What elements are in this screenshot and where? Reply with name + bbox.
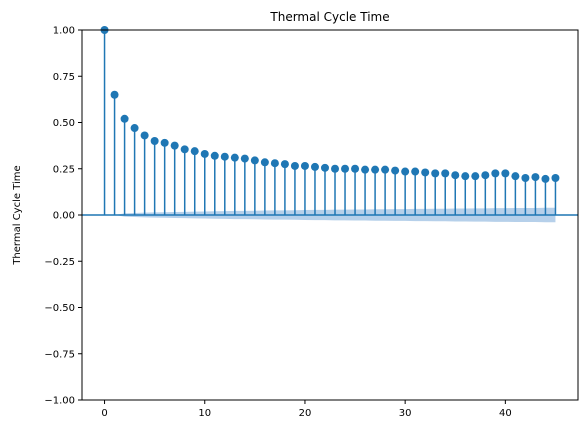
stem-marker (521, 174, 530, 182)
stem-marker (461, 172, 470, 181)
x-tick-label: 30 (399, 408, 412, 419)
stem-marker (551, 174, 560, 182)
stem-marker (331, 164, 340, 173)
stem-marker (451, 171, 460, 180)
stem-marker (110, 90, 119, 99)
stem-marker (160, 138, 169, 147)
x-tick-label: 10 (198, 408, 211, 419)
y-tick-label: 1.00 (53, 26, 75, 37)
y-tick-label: 0.25 (53, 164, 75, 175)
x-tick-label: 40 (499, 408, 512, 419)
stem-marker (260, 158, 269, 167)
stem-marker (190, 147, 199, 156)
stem-marker (361, 165, 370, 174)
axes-layer: 0 10 20 30 40 −1.00 −0.75 −0.50 −0.25 0.00 0.25 0.5… (44, 26, 579, 419)
stem-marker (501, 169, 510, 178)
stem-marker (401, 167, 410, 176)
y-tick-label: −0.25 (44, 257, 75, 268)
stem-marker (120, 114, 129, 123)
stem-marker (541, 174, 550, 183)
stem-marker (381, 165, 390, 174)
stem-marker (391, 166, 400, 175)
y-axis-label: Thermal Cycle Time (12, 165, 23, 265)
stem-marker (130, 124, 139, 133)
stem-marker (220, 152, 229, 161)
y-tick-label: −1.00 (44, 396, 75, 407)
stem-marker (170, 141, 179, 150)
y-tick-label: 0.75 (53, 72, 75, 83)
stem-layer (100, 26, 560, 215)
stem-marker (250, 156, 259, 165)
chart-title: Thermal Cycle Time (269, 10, 389, 24)
stem-marker (351, 164, 360, 173)
stem-marker (320, 163, 329, 172)
stem-marker (180, 145, 189, 154)
stem-marker (431, 169, 440, 178)
stem-marker (491, 169, 500, 178)
stem-marker (150, 137, 159, 145)
stem-marker (411, 167, 420, 176)
stem-marker (280, 160, 289, 169)
stem-marker (300, 161, 309, 170)
x-tick-label: 0 (101, 408, 107, 419)
stem-marker (230, 153, 239, 162)
stem-marker (441, 169, 450, 178)
stem-marker (270, 159, 279, 168)
stem-marker (290, 161, 299, 170)
stem-marker (471, 172, 480, 181)
stem-marker (531, 173, 540, 182)
y-tick-label: −0.75 (44, 349, 75, 360)
stem-marker (511, 172, 520, 181)
stem-marker (240, 154, 249, 163)
stem-marker (341, 164, 350, 173)
x-tick-label: 20 (299, 408, 312, 419)
stem-marker (310, 162, 319, 171)
y-tick-label: 0.50 (53, 118, 75, 129)
y-tick-label: −0.50 (44, 303, 75, 314)
y-tick-label: 0.00 (53, 211, 75, 222)
stem-marker (210, 151, 219, 160)
stem-marker (200, 149, 209, 158)
stem-marker (481, 171, 490, 180)
stem-marker (140, 131, 149, 140)
stem-marker (421, 168, 430, 177)
stem-marker (371, 165, 380, 174)
